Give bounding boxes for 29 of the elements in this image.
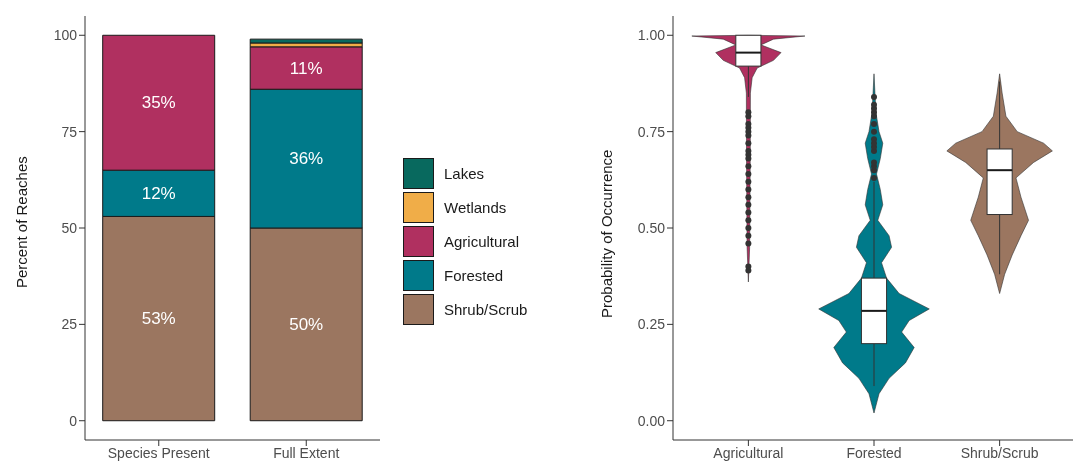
y-tick-label: 0.25 bbox=[637, 316, 666, 333]
data-label: 50% bbox=[289, 314, 324, 334]
y-tick-label: 1.00 bbox=[637, 27, 666, 44]
legend-label: Forested bbox=[444, 266, 504, 284]
data-label: 35% bbox=[141, 93, 176, 113]
data-label: 36% bbox=[289, 149, 324, 169]
bar bbox=[249, 38, 363, 44]
data-label: 12% bbox=[141, 183, 176, 203]
x-tick-label: Species Present bbox=[107, 444, 210, 461]
legend-label: Lakes bbox=[444, 164, 485, 182]
data-label: 53% bbox=[141, 309, 176, 329]
legend-label: Shrub/Scrub bbox=[444, 300, 528, 318]
y-tick-label: 25 bbox=[61, 316, 78, 333]
y-tick-label: 0.50 bbox=[637, 219, 666, 236]
x-tick-label: Shrub/Scrub bbox=[960, 444, 1039, 461]
y-tick-label: 50 bbox=[61, 219, 78, 236]
y-axis-title: Probability of Occurrence bbox=[598, 149, 616, 318]
y-tick-label: 75 bbox=[61, 123, 78, 140]
y-tick-label: 100 bbox=[53, 27, 78, 44]
y-tick-label: 0.75 bbox=[637, 123, 666, 140]
x-tick-label: Full Extent bbox=[273, 444, 340, 461]
y-axis-title: Percent of Reaches bbox=[13, 156, 31, 288]
legend-label: Agricultural bbox=[444, 232, 520, 250]
x-tick-label: Agricultural bbox=[713, 444, 784, 461]
y-tick-label: 0.00 bbox=[637, 412, 666, 429]
x-tick-label: Forested bbox=[846, 444, 902, 461]
data-label: 11% bbox=[289, 58, 323, 78]
legend-label: Wetlands bbox=[444, 198, 507, 216]
y-tick-label: 0 bbox=[69, 412, 78, 429]
